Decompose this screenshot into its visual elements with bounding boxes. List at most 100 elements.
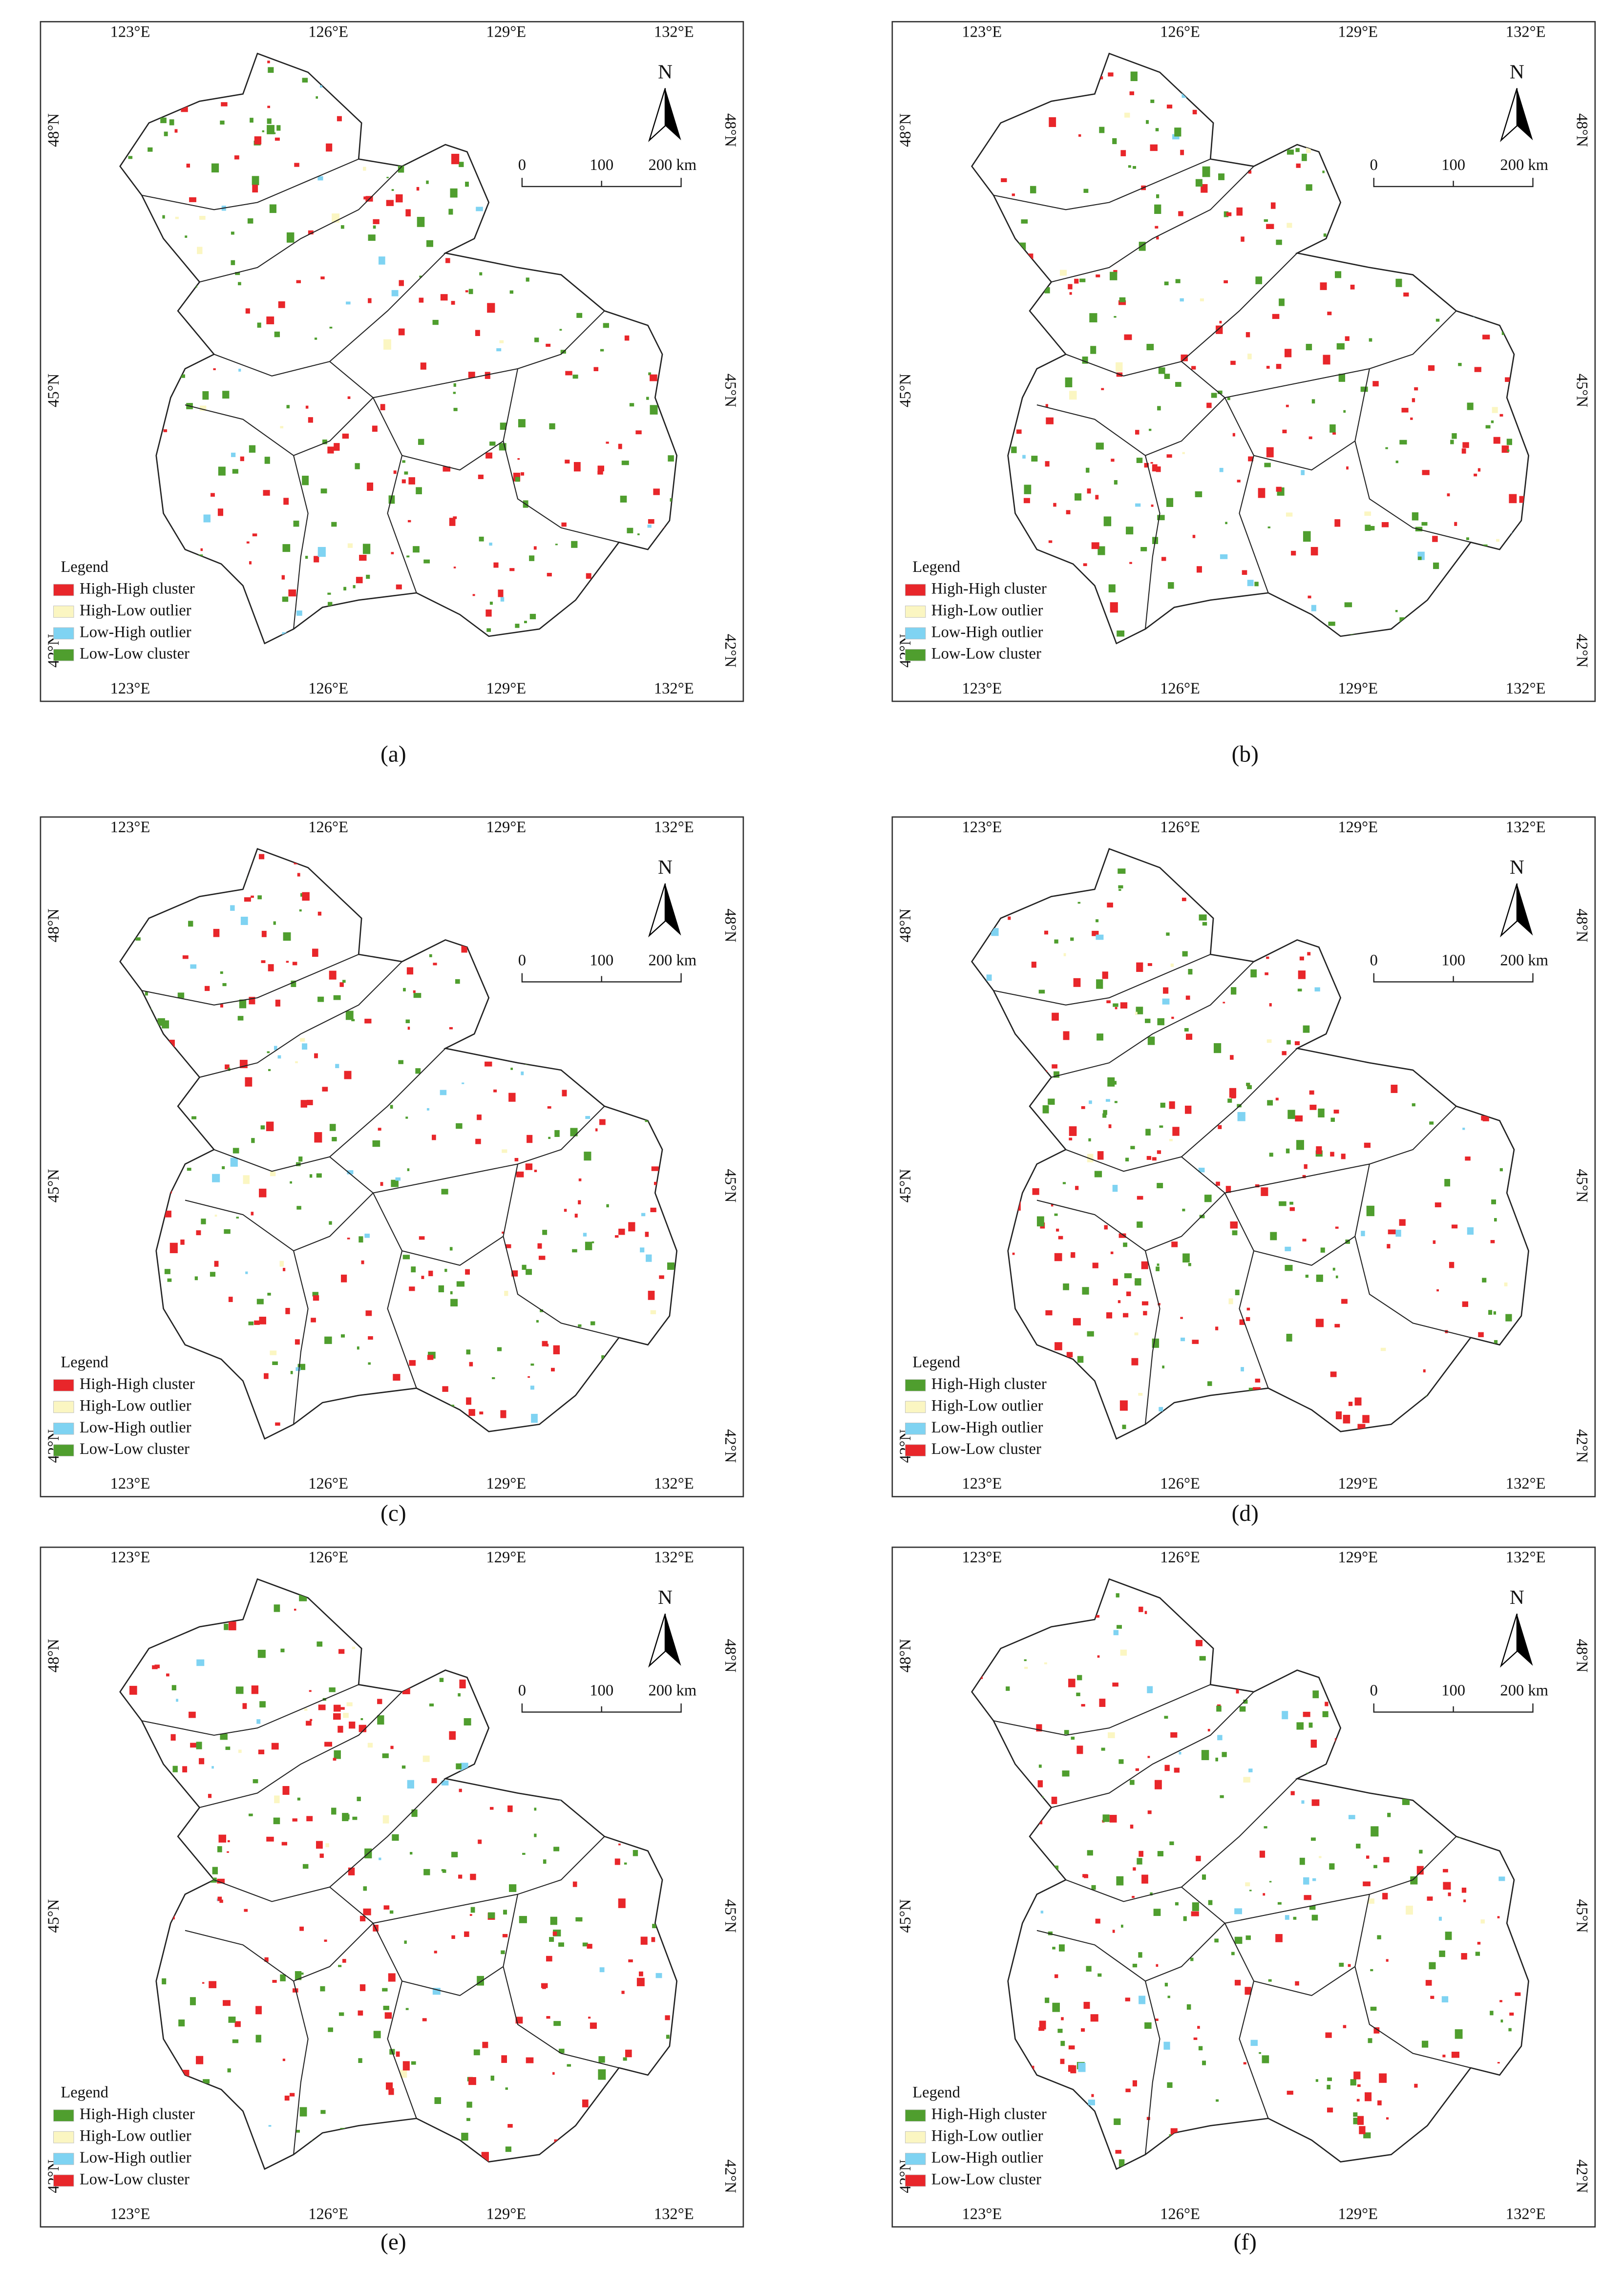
cluster-cell xyxy=(338,1965,342,1967)
cluster-cell xyxy=(299,1926,304,1931)
cluster-cell xyxy=(417,217,425,227)
cluster-cell xyxy=(469,1362,473,1367)
cluster-cell xyxy=(163,429,168,432)
cluster-cell xyxy=(210,1272,215,1277)
cluster-cell xyxy=(468,1409,475,1416)
cluster-cell xyxy=(1202,166,1210,177)
cluster-cell xyxy=(440,1090,447,1095)
cluster-cell xyxy=(479,536,484,542)
map-panel: 123°E123°E126°E126°E129°E129°E132°E132°E… xyxy=(891,1546,1596,2228)
cluster-cell xyxy=(329,1687,336,1692)
cluster-cell xyxy=(526,2057,534,2063)
cluster-cell xyxy=(1301,153,1307,161)
cluster-cell xyxy=(1220,554,1228,559)
cluster-cell xyxy=(232,469,238,474)
longitude-label: 126°E xyxy=(308,1549,348,1566)
cluster-cell xyxy=(554,1130,560,1137)
district-boundary xyxy=(1144,1250,1160,1425)
cluster-cell xyxy=(267,118,272,124)
cluster-cell xyxy=(1089,1100,1092,1104)
cluster-cell xyxy=(313,1295,319,1301)
cluster-cell xyxy=(185,235,188,238)
cluster-cell xyxy=(601,1355,605,1359)
cluster-cell xyxy=(1156,194,1160,198)
cluster-cell xyxy=(505,1244,511,1248)
cluster-cell xyxy=(1425,1980,1432,1986)
cluster-cell xyxy=(1088,1138,1091,1142)
cluster-cell xyxy=(1245,1882,1250,1887)
cluster-cell xyxy=(1193,2037,1198,2040)
cluster-cell xyxy=(1496,539,1499,542)
figure-body: 123°E123°E126°E126°E129°E129°E132°E132°E… xyxy=(40,21,1596,2255)
cluster-cell xyxy=(264,457,270,464)
longitude-label: 132°E xyxy=(1506,819,1546,836)
cluster-cell xyxy=(280,1974,286,1981)
cluster-cell xyxy=(227,2068,231,2073)
cluster-cell xyxy=(316,1841,323,1849)
cluster-cell xyxy=(409,1360,416,1366)
cluster-cell xyxy=(1266,956,1269,959)
cluster-cell xyxy=(1157,1851,1164,1856)
latitude-label: 42°N xyxy=(721,1429,739,1463)
cluster-cell xyxy=(646,397,649,400)
cluster-cell xyxy=(597,465,604,472)
cluster-cell xyxy=(500,422,506,430)
cluster-cell xyxy=(1382,1892,1388,1900)
cluster-cell xyxy=(305,556,308,559)
cluster-cell xyxy=(423,1869,430,1875)
cluster-cell xyxy=(1135,430,1139,435)
cluster-cell xyxy=(1069,292,1072,295)
cluster-cell xyxy=(502,1149,507,1153)
district-boundary xyxy=(1224,1923,1269,2119)
cluster-cell xyxy=(1106,1000,1111,1004)
district-boundary xyxy=(1036,1192,1225,1252)
cluster-cell xyxy=(302,78,308,83)
cluster-cell xyxy=(570,1128,578,1136)
cluster-cell xyxy=(1329,1863,1335,1870)
cluster-cell xyxy=(368,234,376,241)
cluster-cell xyxy=(1348,1815,1355,1820)
cluster-cell xyxy=(279,1261,284,1267)
cluster-cell xyxy=(578,1200,581,1204)
cluster-cell xyxy=(347,543,353,548)
cluster-cell xyxy=(1097,1973,1102,1977)
cluster-cell xyxy=(1346,466,1349,470)
district-boundary xyxy=(1144,1981,1160,2155)
district-boundary xyxy=(372,1923,417,2119)
cluster-cell xyxy=(1055,1342,1062,1350)
longitude-label: 126°E xyxy=(1160,1475,1200,1493)
cluster-cell xyxy=(1364,1142,1371,1148)
cluster-cell xyxy=(464,1718,471,1726)
cluster-cell xyxy=(197,247,203,254)
cluster-cell xyxy=(1075,493,1082,501)
scale-bar xyxy=(521,1703,682,1713)
cluster-cell xyxy=(264,1373,269,1379)
cluster-cell xyxy=(357,1346,359,1350)
cluster-cell xyxy=(1325,1702,1329,1706)
cluster-cell xyxy=(282,544,291,552)
cluster-cell xyxy=(203,2079,210,2084)
cluster-cell xyxy=(255,2035,261,2043)
cluster-cell xyxy=(1211,393,1217,398)
cluster-cell xyxy=(468,372,475,378)
cluster-cell xyxy=(1228,1298,1233,1304)
cluster-cell xyxy=(1139,1996,1146,2004)
cluster-cell xyxy=(498,589,504,597)
latitude-label: 48°N xyxy=(721,113,739,147)
cluster-cell xyxy=(575,1917,583,1922)
cluster-cell xyxy=(245,1271,248,1274)
longitude-label: 132°E xyxy=(654,680,694,697)
cluster-cell xyxy=(519,1916,527,1923)
cluster-cell xyxy=(164,131,168,136)
cluster-cell xyxy=(1327,312,1332,315)
cluster-cell xyxy=(1504,1282,1508,1286)
cluster-cell xyxy=(1114,316,1117,318)
cluster-cell xyxy=(359,1984,366,1991)
cluster-cell xyxy=(320,85,322,88)
district-boundary xyxy=(1354,1894,1471,2068)
cluster-cell xyxy=(174,129,178,133)
cluster-cell xyxy=(1064,1730,1069,1735)
cluster-cell xyxy=(1436,1289,1439,1292)
panel-caption: (c) xyxy=(380,1501,406,1526)
cluster-cell xyxy=(449,1027,453,1030)
